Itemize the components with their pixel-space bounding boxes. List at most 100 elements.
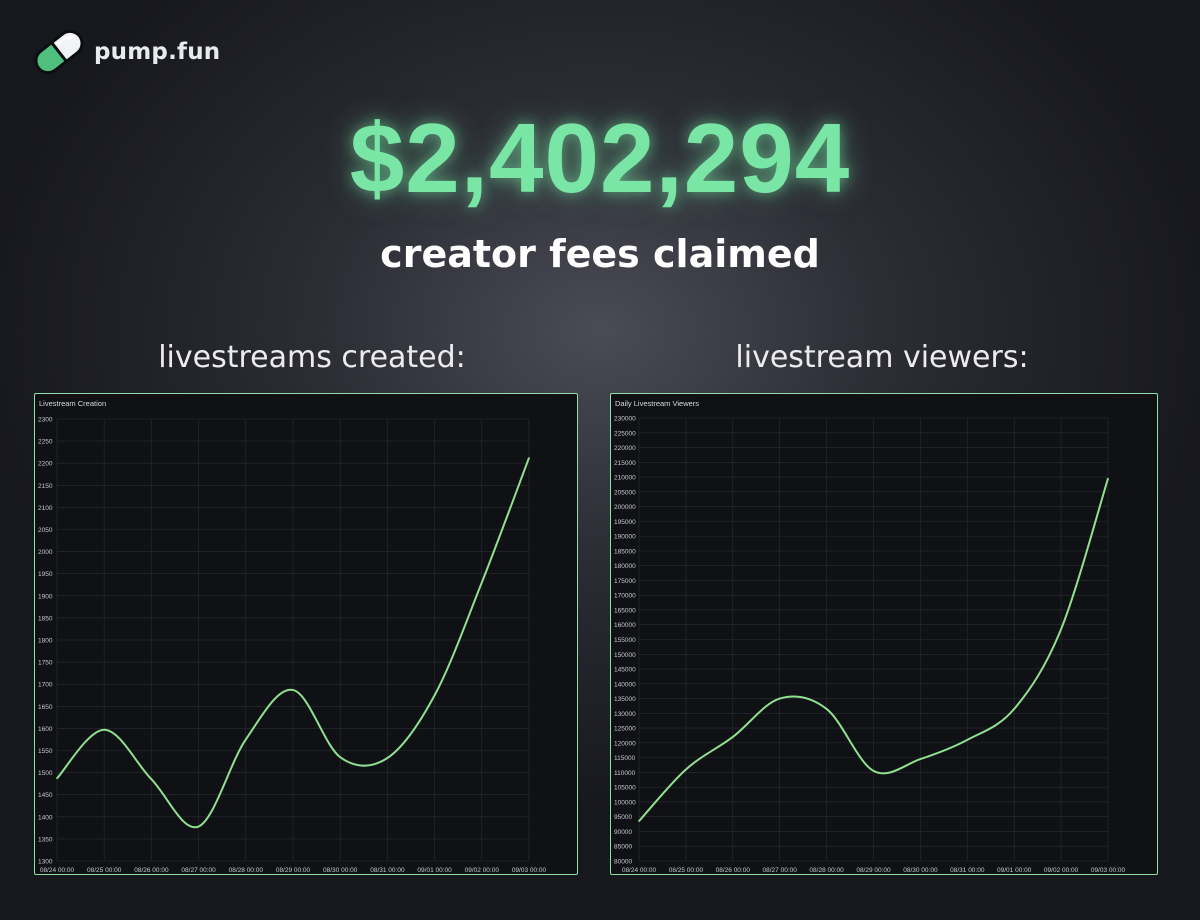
creation-data-point — [339, 756, 342, 758]
creation-x-tick-label: 08/30 00:00 — [323, 867, 358, 873]
viewers-data-point — [732, 736, 734, 738]
viewers-data-point — [966, 739, 969, 741]
viewers-y-tick-label: 160000 — [614, 622, 636, 629]
viewers-x-tick-label: 08/24 00:00 — [622, 867, 657, 873]
viewers-data-point — [1107, 477, 1109, 480]
viewers-y-tick-label: 115000 — [614, 755, 636, 762]
viewers-x-tick-label: 09/02 00:00 — [1044, 867, 1079, 873]
fees-amount: $2,402,294 — [349, 103, 851, 213]
section-title-livestream-viewers: livestream viewers: — [735, 340, 1029, 375]
creation-y-tick-label: 2250 — [38, 439, 53, 446]
viewers-x-tick-label: 08/25 00:00 — [669, 867, 704, 873]
viewers-x-tick-label: 08/26 00:00 — [716, 867, 751, 873]
creation-y-tick-label: 1900 — [38, 593, 53, 600]
viewers-y-tick-label: 230000 — [614, 416, 636, 423]
viewers-x-tick-label: 09/03 00:00 — [1091, 867, 1126, 873]
viewers-data-point — [825, 708, 828, 710]
creation-y-tick-label: 1650 — [38, 704, 53, 711]
viewers-y-tick-label: 100000 — [614, 799, 636, 806]
viewers-y-tick-label: 200000 — [614, 504, 636, 511]
viewers-y-tick-label: 135000 — [614, 696, 636, 703]
viewers-y-tick-label: 110000 — [614, 770, 636, 777]
viewers-y-tick-label: 175000 — [614, 578, 636, 585]
creation-y-tick-label: 2000 — [38, 549, 53, 556]
daily-viewers-chart: Daily Livestream Viewers 80000 85000 90000 9… — [610, 393, 1158, 875]
creation-data-point — [150, 778, 153, 781]
viewers-data-point — [1013, 708, 1015, 710]
viewers-y-tick-label: 145000 — [614, 667, 636, 674]
creation-y-tick-label: 2050 — [38, 527, 53, 534]
creation-y-tick-label: 1950 — [38, 571, 53, 578]
creation-x-tick-label: 08/24 00:00 — [40, 867, 75, 873]
viewers-y-tick-label: 150000 — [614, 652, 636, 659]
viewers-y-tick-label: 155000 — [614, 637, 636, 644]
viewers-x-tick-label: 08/27 00:00 — [763, 867, 798, 873]
creation-x-tick-label: 08/28 00:00 — [229, 867, 264, 873]
creation-y-tick-label: 1800 — [38, 638, 53, 645]
creation-data-point — [292, 689, 294, 691]
creation-x-tick-label: 09/03 00:00 — [512, 867, 547, 873]
creation-data-point — [528, 457, 530, 459]
creation-y-tick-label: 1850 — [38, 615, 53, 622]
viewers-y-tick-label: 105000 — [614, 785, 636, 792]
viewers-y-tick-label: 130000 — [614, 711, 636, 718]
viewers-y-tick-label: 220000 — [614, 445, 636, 452]
creation-grid — [56, 418, 530, 862]
viewers-data-point — [638, 820, 640, 822]
creation-x-tick-label: 08/31 00:00 — [370, 867, 405, 873]
viewers-y-tick-label: 180000 — [614, 563, 636, 570]
viewers-y-tick-label: 120000 — [614, 740, 636, 747]
creation-y-tick-label: 1400 — [38, 814, 53, 821]
viewers-data-point — [919, 758, 922, 760]
viewers-x-tick-label: 08/28 00:00 — [809, 867, 844, 873]
creation-x-tick-label: 08/27 00:00 — [181, 867, 216, 873]
livestream-creation-chart: Livestream Creation 1300 1350 1400 1450 1500 1… — [34, 393, 578, 875]
creation-y-tick-label: 1750 — [38, 660, 53, 667]
creation-data-point — [433, 694, 436, 697]
creation-data-point — [481, 581, 483, 584]
creation-x-tick-label: 08/26 00:00 — [134, 867, 169, 873]
creation-data-point — [197, 825, 200, 828]
viewers-y-tick-label: 95000 — [614, 814, 632, 821]
creation-y-tick-label: 2200 — [38, 461, 53, 468]
viewers-data-point — [872, 770, 875, 772]
viewers-y-tick-label: 225000 — [614, 430, 636, 437]
viewers-series-line — [638, 478, 1109, 822]
pill-icon — [34, 29, 84, 75]
creation-data-point — [245, 738, 247, 741]
viewers-y-tick-label: 80000 — [614, 859, 632, 866]
creation-y-tick-label: 2300 — [38, 417, 53, 424]
viewers-y-tick-label: 190000 — [614, 534, 636, 541]
viewers-y-tick-label: 170000 — [614, 593, 636, 600]
brand[interactable]: pump.fun — [30, 26, 220, 78]
viewers-y-tick-label: 125000 — [614, 726, 636, 733]
brand-name: pump.fun — [94, 39, 221, 65]
livestream-creation-svg: Livestream Creation 1300 1350 1400 1450 1500 1… — [38, 399, 547, 873]
viewers-y-tick-label: 210000 — [614, 475, 636, 482]
viewers-y-tick-label: 195000 — [614, 519, 636, 526]
viewers-x-tick-label: 08/30 00:00 — [903, 867, 938, 873]
creation-x-tick-label: 08/29 00:00 — [276, 867, 311, 873]
fees-caption: creator fees claimed — [380, 232, 820, 276]
viewers-x-tick-label: 08/29 00:00 — [856, 867, 891, 873]
creation-title: Livestream Creation — [39, 399, 106, 408]
creation-y-tick-label: 1550 — [38, 748, 53, 755]
creation-y-tick-label: 1450 — [38, 792, 53, 799]
viewers-data-point — [685, 768, 687, 771]
creation-y-tick-label: 2150 — [38, 483, 53, 490]
viewers-y-tick-label: 85000 — [614, 844, 632, 851]
viewers-y-tick-label: 205000 — [614, 489, 636, 496]
viewers-y-tick-label: 140000 — [614, 681, 636, 688]
creation-y-tick-label: 1350 — [38, 836, 53, 843]
creation-y-tick-label: 2100 — [38, 505, 53, 512]
creation-y-tick-label: 1300 — [38, 859, 53, 866]
section-title-livestreams-created: livestreams created: — [158, 340, 466, 375]
viewers-y-tick-label: 185000 — [614, 548, 636, 555]
viewers-data-point — [778, 697, 781, 700]
creation-data-point — [386, 757, 389, 759]
creation-data-point — [103, 728, 105, 731]
viewers-data-point — [1060, 628, 1062, 630]
creation-x-tick-label: 08/25 00:00 — [87, 867, 122, 873]
creation-series-line — [56, 457, 530, 829]
viewers-y-tick-label: 215000 — [614, 460, 636, 467]
